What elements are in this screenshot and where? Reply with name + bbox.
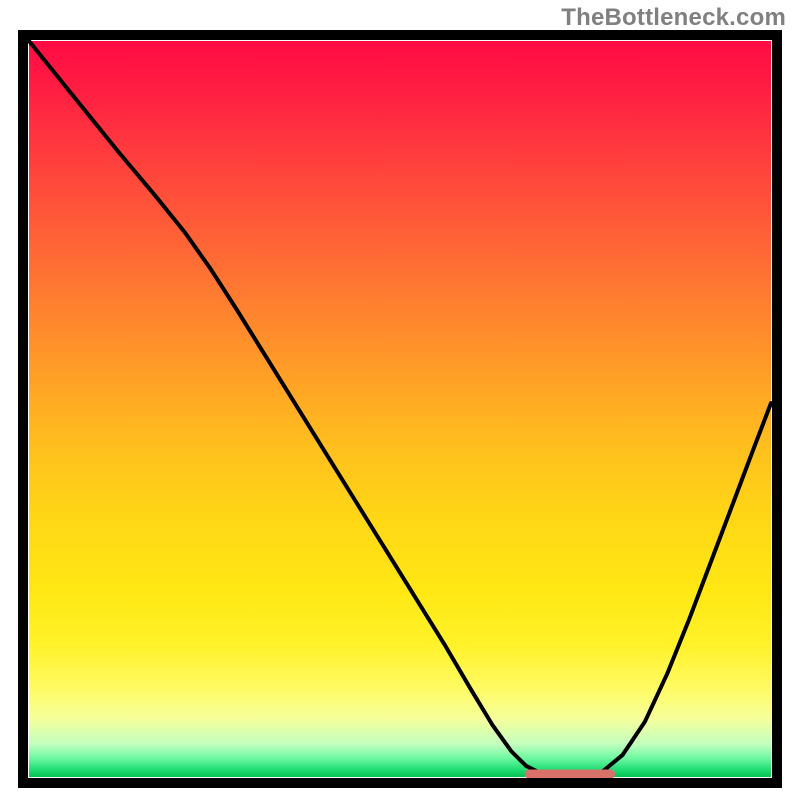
plot-area [18, 30, 782, 788]
watermark-text: TheBottleneck.com [561, 4, 786, 32]
gradient-background [29, 41, 771, 777]
figure-root: TheBottleneck.com [0, 0, 800, 800]
flat-region-marker [525, 770, 616, 779]
plot-svg [18, 30, 782, 788]
